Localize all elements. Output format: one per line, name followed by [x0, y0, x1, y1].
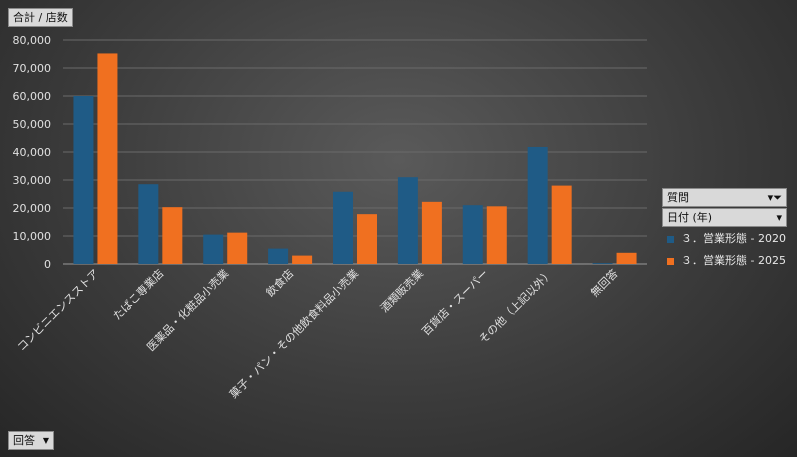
- bar-2025[interactable]: [421, 201, 442, 264]
- x-tick-label: 酒類販売業: [378, 267, 426, 315]
- measure-field-button[interactable]: 合計 / 店数: [8, 8, 73, 27]
- legend-item[interactable]: ３．営業形態 - 2020: [662, 229, 787, 249]
- bar-2020[interactable]: [527, 146, 548, 264]
- filter-icon[interactable]: ▾⏷: [767, 191, 782, 204]
- bar-2025[interactable]: [162, 207, 183, 264]
- x-tick-label: コンビニエンスストア: [15, 267, 102, 354]
- legend-series-field-button[interactable]: 質問 ▾⏷: [662, 188, 787, 207]
- legend-swatch: [667, 257, 674, 265]
- legend-date-field-button[interactable]: 日付 (年) ▾: [662, 208, 787, 227]
- chevron-down-icon[interactable]: ▼: [42, 436, 49, 445]
- bar-2025[interactable]: [357, 214, 377, 264]
- bar-2025[interactable]: [486, 206, 507, 264]
- chart-gridlines: [63, 39, 647, 265]
- x-tick-label: 百貨店・スーパー: [419, 266, 491, 338]
- bar-2025[interactable]: [551, 185, 572, 264]
- x-tick-label: 菓子・パン・その他飲食料品小売業: [226, 266, 361, 401]
- y-tick-label: 80,000: [13, 34, 52, 47]
- bar-2025[interactable]: [227, 232, 248, 264]
- bar-2025[interactable]: [292, 255, 313, 264]
- x-tick-label: 飲食店: [263, 266, 296, 299]
- x-tick-label: たばこ専業店: [110, 266, 167, 323]
- bar-2025[interactable]: [616, 252, 637, 264]
- bar-2020[interactable]: [397, 177, 418, 264]
- legend-items: ３．営業形態 - 2020 ３．営業形態 - 2025: [662, 229, 787, 271]
- y-tick-label: 40,000: [13, 146, 52, 159]
- chart-bars: [73, 53, 637, 264]
- y-tick-label: 10,000: [13, 230, 52, 243]
- y-tick-label: 20,000: [13, 202, 52, 215]
- legend: 質問 ▾⏷ 日付 (年) ▾ ３．営業形態 - 2020 ３．営業形態 - 202…: [662, 188, 787, 271]
- y-tick-label: 0: [44, 258, 51, 271]
- x-tick-label: 無回答: [587, 266, 620, 299]
- legend-item[interactable]: ３．営業形態 - 2025: [662, 251, 787, 271]
- bar-2020[interactable]: [333, 191, 353, 264]
- y-tick-label: 50,000: [13, 118, 52, 131]
- y-tick-label: 30,000: [13, 174, 52, 187]
- bar-2020[interactable]: [203, 234, 224, 264]
- y-tick-label: 70,000: [13, 62, 52, 75]
- bar-2020[interactable]: [73, 96, 94, 264]
- answer-filter-button[interactable]: 回答 ▼: [8, 431, 54, 450]
- bar-2020[interactable]: [462, 205, 483, 264]
- bar-2020[interactable]: [138, 184, 159, 264]
- bar-2025[interactable]: [97, 53, 118, 264]
- bar-2020[interactable]: [268, 248, 289, 264]
- y-axis-labels: 0 10,000 20,000 30,000 40,000 50,000 60,000 70,…: [13, 34, 52, 271]
- legend-swatch: [667, 235, 674, 243]
- legend-label: ３．営業形態 - 2025: [681, 254, 786, 267]
- chevron-down-icon[interactable]: ▾: [776, 211, 782, 224]
- legend-label: ３．営業形態 - 2020: [681, 232, 786, 245]
- bar-2020[interactable]: [592, 263, 613, 264]
- y-tick-label: 60,000: [13, 90, 52, 103]
